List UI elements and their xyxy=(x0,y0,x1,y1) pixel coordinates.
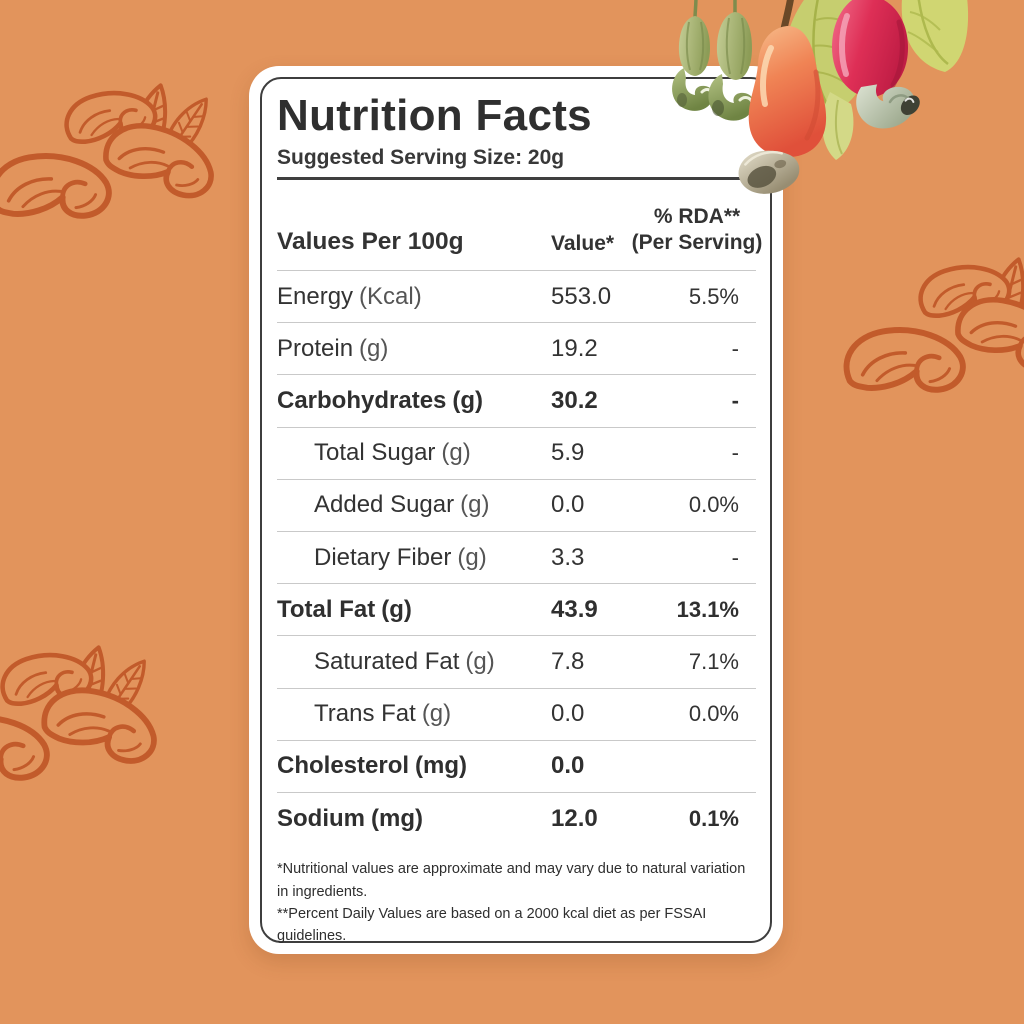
row-rda: 5.5% xyxy=(688,283,739,309)
cashew-apples-illustration xyxy=(672,0,969,194)
footnotes: *Nutritional values are approximate and … xyxy=(277,858,751,948)
footnote-rda: **Percent Daily Values are based on a 20… xyxy=(277,905,707,945)
nutrition-facts-border: Nutrition Facts Suggested Serving Size: … xyxy=(260,77,772,944)
column-rda-line2: (Per Serving) xyxy=(631,231,763,255)
serving-size-text: Suggested Serving Size: 20g xyxy=(277,146,565,169)
row-value: 12.0 xyxy=(551,805,598,833)
table-row: Total Fat (g) 43.9 13.1% xyxy=(277,584,756,637)
row-rda: 0.0% xyxy=(688,701,739,727)
table-row: Total Sugar (g) 5.9 - xyxy=(277,428,756,480)
cashew-nut-icon xyxy=(738,150,800,194)
row-label: Energy (Kcal) xyxy=(277,282,422,310)
doodle-top-left xyxy=(0,81,219,226)
nutrition-facts-card: Nutrition Facts Suggested Serving Size: … xyxy=(249,66,783,954)
row-value: 0.0 xyxy=(551,700,585,728)
row-value: 43.9 xyxy=(551,595,598,623)
header-divider xyxy=(277,177,756,180)
row-label: Carbohydrates (g) xyxy=(277,387,484,415)
doodle-bottom-left xyxy=(0,643,161,788)
row-label: Protein (g) xyxy=(277,334,389,362)
table-row: Trans Fat (g) 0.0 0.0% xyxy=(277,689,756,741)
table-row: Sodium (mg) 12.0 0.1% xyxy=(277,793,756,845)
column-values-per-100g: Values Per 100g xyxy=(277,228,464,256)
row-rda: 7.1% xyxy=(688,648,739,674)
row-value: 3.3 xyxy=(551,543,585,571)
table-row: Dietary Fiber (g) 3.3 - xyxy=(277,532,756,585)
row-value: 5.9 xyxy=(551,439,585,467)
green-cashew-fruit-icon xyxy=(708,12,754,121)
row-label: Dietary Fiber (g) xyxy=(314,543,487,571)
row-label: Total Fat (g) xyxy=(277,595,412,623)
row-value: 30.2 xyxy=(551,387,598,415)
table-row: Saturated Fat (g) 7.8 7.1% xyxy=(277,636,756,689)
row-label: Total Sugar (g) xyxy=(314,439,471,467)
row-label: Cholesterol (mg) xyxy=(277,752,468,780)
row-label: Trans Fat (g) xyxy=(314,700,452,728)
row-rda: 13.1% xyxy=(676,596,739,622)
row-rda: - xyxy=(731,388,739,414)
page-title: Nutrition Facts xyxy=(277,91,592,140)
cashew-apple-red-icon xyxy=(832,0,908,98)
footnote-values: *Nutritional values are approximate and … xyxy=(277,861,746,900)
column-value: Value* xyxy=(551,232,615,256)
leaf-icon xyxy=(901,0,969,72)
row-value: 0.0 xyxy=(551,752,585,780)
cashew-nut-icon xyxy=(856,84,920,129)
row-label: Sodium (mg) xyxy=(277,805,423,833)
row-label: Added Sugar (g) xyxy=(314,491,490,519)
green-cashew-fruit-icon xyxy=(672,16,715,111)
row-rda: 0.1% xyxy=(688,806,739,832)
table-row: Protein (g) 19.2 - xyxy=(277,323,756,376)
cashew-apple-orange-icon xyxy=(748,26,827,157)
row-value: 553.0 xyxy=(551,282,612,310)
column-rda-line1: % RDA** xyxy=(653,205,741,228)
row-rda: - xyxy=(731,544,739,570)
column-rda: % RDA** (Per Serving) xyxy=(623,204,771,256)
table-row: Energy (Kcal) 553.0 5.5% xyxy=(277,271,756,324)
doodle-right-middle xyxy=(843,255,1024,400)
row-rda: - xyxy=(731,335,739,361)
row-label: Saturated Fat (g) xyxy=(314,647,495,675)
row-value: 0.0 xyxy=(551,491,585,519)
table-row: Carbohydrates (g) 30.2 - xyxy=(277,375,756,428)
table-row: Cholesterol (mg) 0.0 xyxy=(277,741,756,793)
table-header: Values Per 100g Value* % RDA** (Per Serv… xyxy=(277,180,762,272)
table-row: Added Sugar (g) 0.0 0.0% xyxy=(277,480,756,532)
row-rda: - xyxy=(731,440,739,466)
row-value: 7.8 xyxy=(551,647,585,675)
nutrition-rows: Energy (Kcal) 553.0 5.5% Protein (g) 19.2 … xyxy=(277,271,756,845)
row-value: 19.2 xyxy=(551,334,598,362)
row-rda: 0.0% xyxy=(688,492,739,518)
